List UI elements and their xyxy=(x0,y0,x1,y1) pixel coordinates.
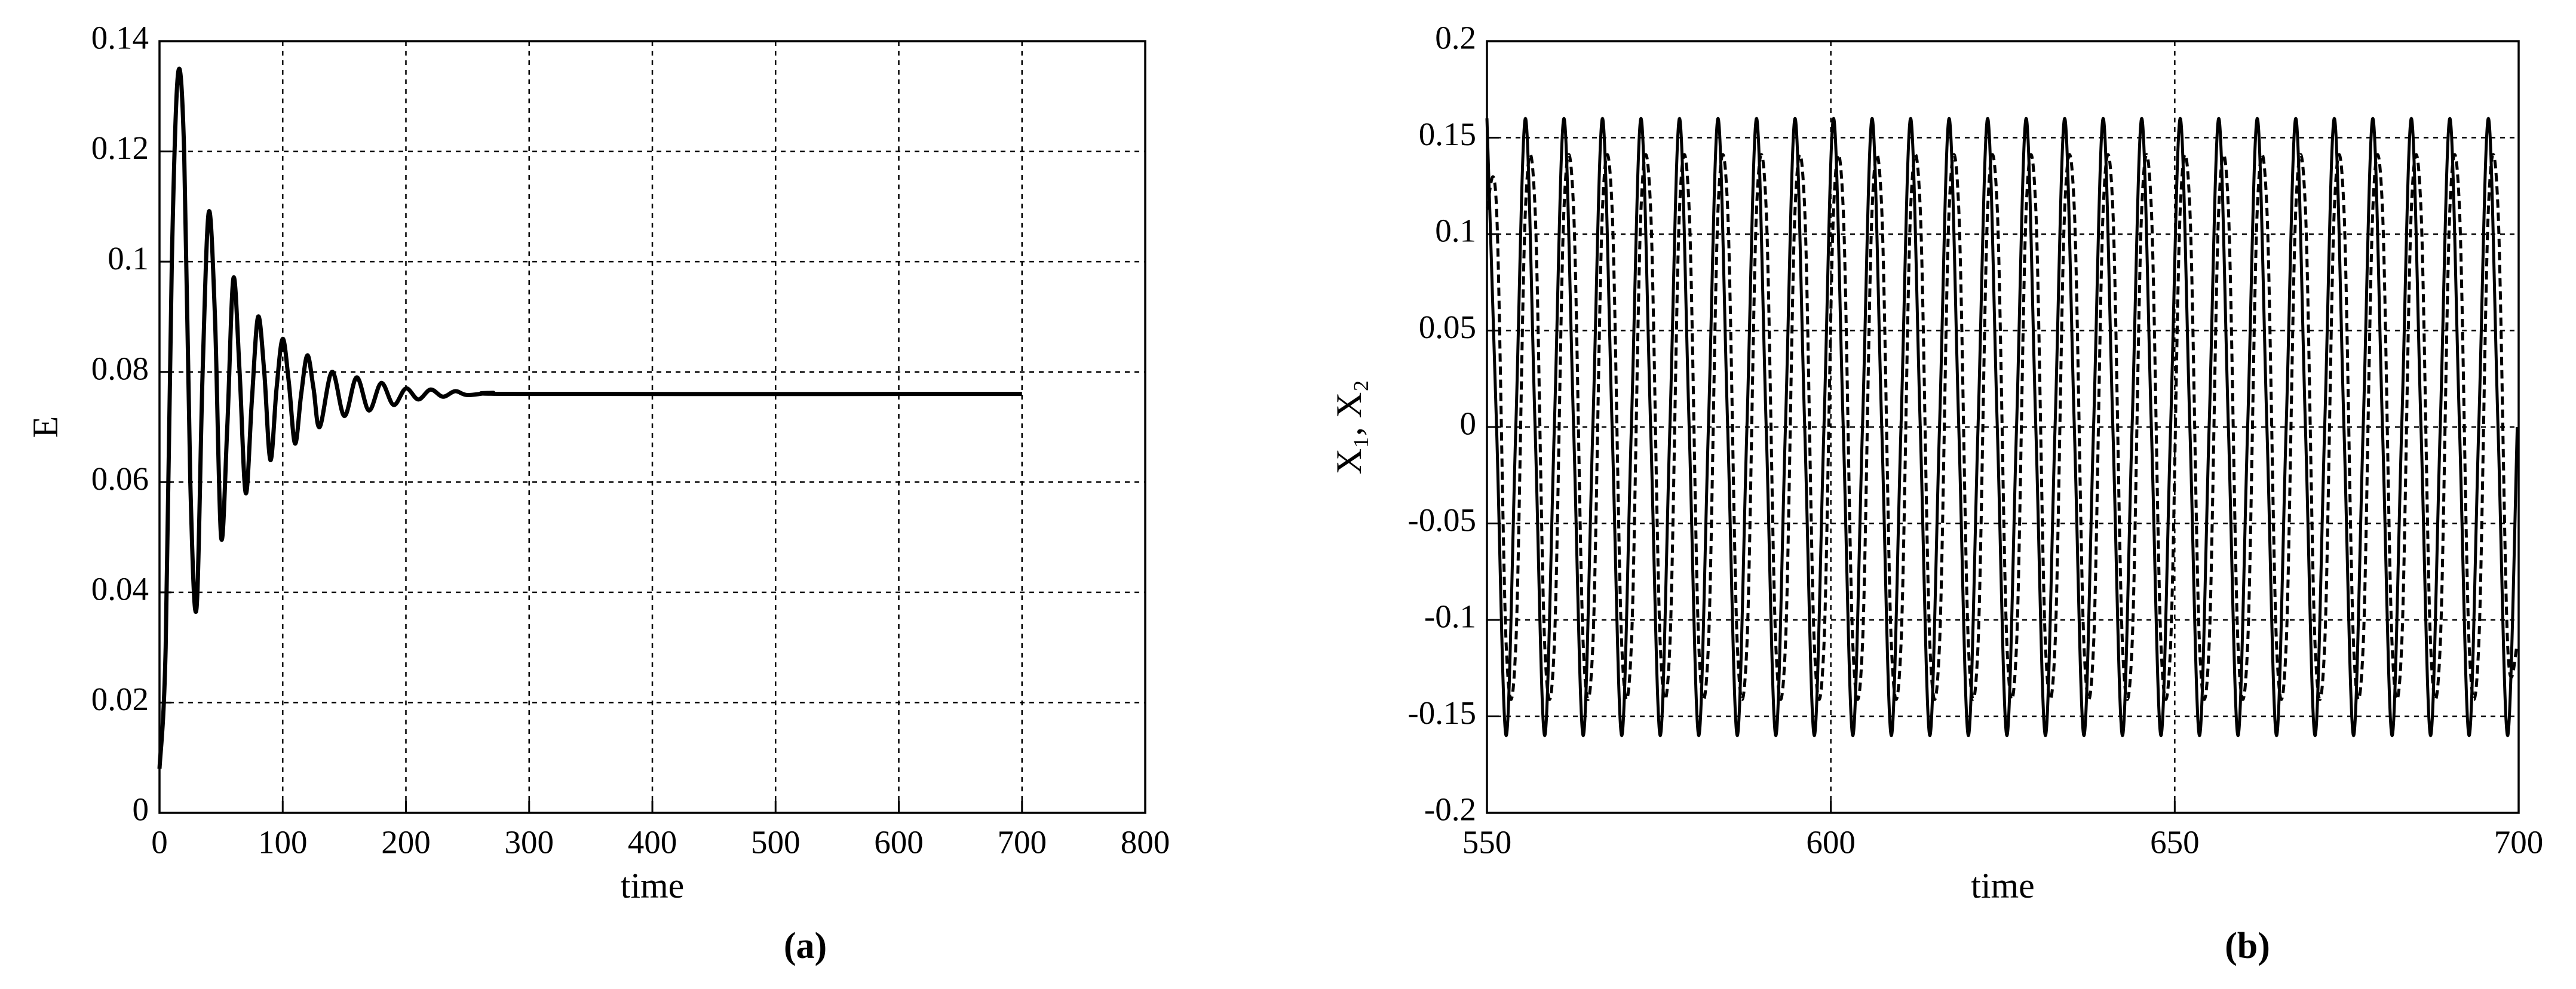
x-tick-label: 200 xyxy=(381,824,431,861)
x-tick-label: 500 xyxy=(751,824,801,861)
x-tick-label: 700 xyxy=(998,824,1047,861)
plot-frame xyxy=(158,40,1146,814)
x-tick-label: 300 xyxy=(505,824,554,861)
y-axis-label: X₁, X₂ xyxy=(1329,380,1369,475)
data-line xyxy=(1485,153,2519,701)
y-tick-label: 0.1 xyxy=(108,240,149,277)
y-tick-label: 0.2 xyxy=(1435,20,1476,56)
y-tick-label: 0.05 xyxy=(1419,309,1476,345)
x-tick-label: 700 xyxy=(2494,824,2544,861)
panel-label: (b) xyxy=(2225,926,2270,966)
x-tick-label: 100 xyxy=(258,824,308,861)
y-tick-label: 0.14 xyxy=(91,20,149,56)
y-tick-label: 0 xyxy=(133,791,149,828)
x-axis-label: time xyxy=(621,866,685,905)
y-tick-label: -0.2 xyxy=(1424,791,1476,828)
y-axis-label: E xyxy=(26,416,65,438)
panel-label: (a) xyxy=(784,926,827,966)
y-tick-label: 0.1 xyxy=(1435,213,1476,249)
x-axis-label: time xyxy=(1971,866,2035,905)
x-tick-label: 0 xyxy=(151,824,168,861)
y-tick-label: 0.12 xyxy=(91,130,149,166)
x-tick-label: 800 xyxy=(1121,824,1170,861)
y-tick-label: -0.1 xyxy=(1424,598,1476,635)
data-line xyxy=(1485,116,2519,738)
x-tick-label: 550 xyxy=(1462,824,1512,861)
y-tick-label: -0.15 xyxy=(1407,695,1476,731)
data-line xyxy=(157,66,1022,769)
y-tick-label: 0.02 xyxy=(91,681,149,717)
y-tick-label: 0.04 xyxy=(91,570,149,607)
x-tick-label: 650 xyxy=(2150,824,2200,861)
y-tick-label: 0.15 xyxy=(1419,116,1476,152)
y-tick-label: -0.05 xyxy=(1407,502,1476,538)
x-tick-label: 400 xyxy=(628,824,677,861)
x-tick-label: 600 xyxy=(874,824,924,861)
y-tick-label: 0.08 xyxy=(91,350,149,386)
y-tick-label: 0.06 xyxy=(91,460,149,497)
x-tick-label: 600 xyxy=(1806,824,1856,861)
plot-frame xyxy=(1486,40,2520,814)
y-tick-label: 0 xyxy=(1460,406,1477,442)
